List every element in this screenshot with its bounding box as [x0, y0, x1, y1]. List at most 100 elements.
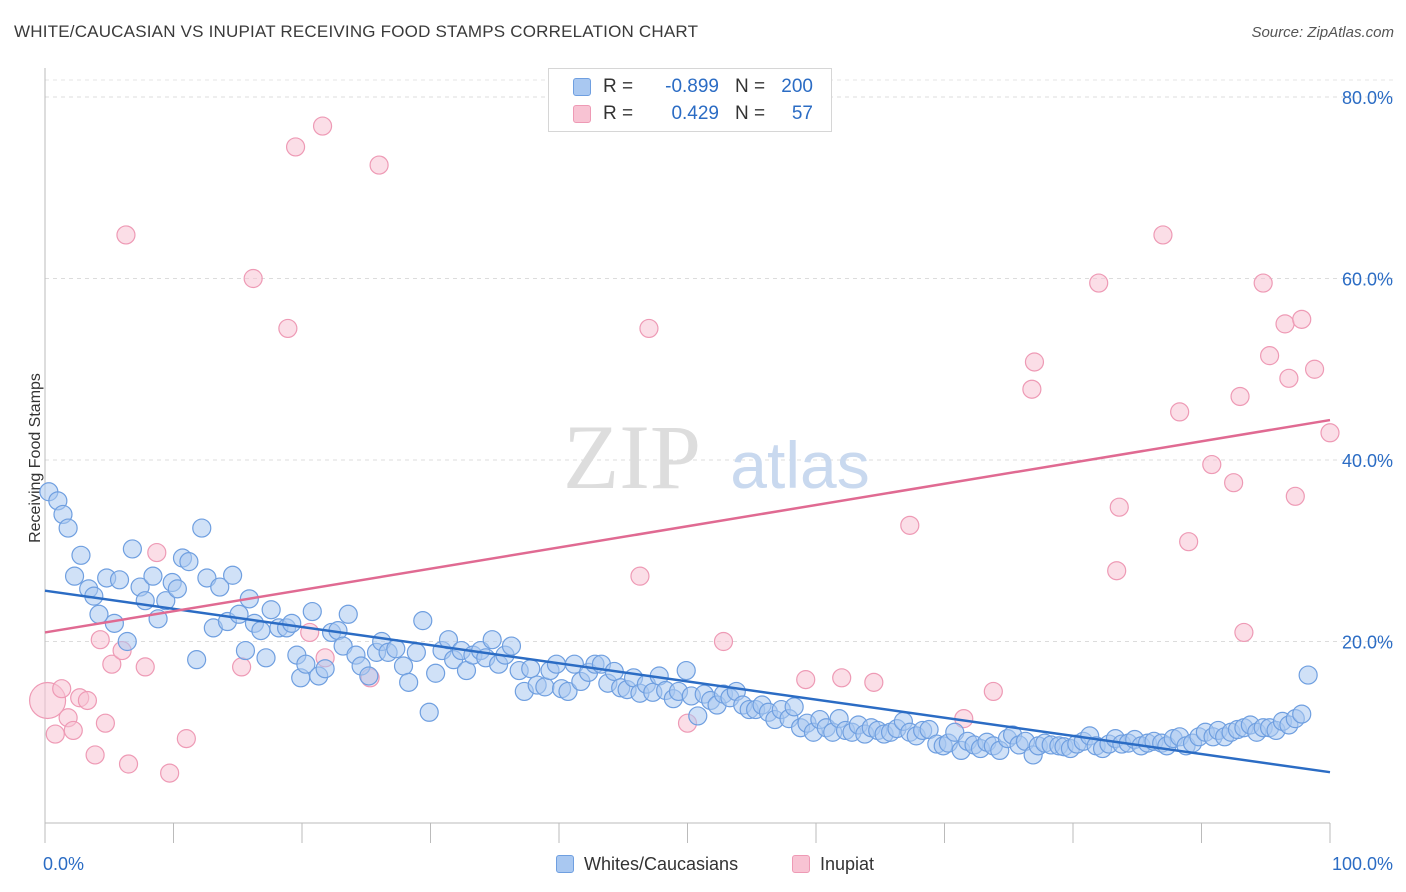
- whites-point: [784, 697, 804, 717]
- gridlines: [45, 79, 1395, 642]
- whites-point: [156, 591, 176, 611]
- inupiat-point: [1279, 368, 1299, 388]
- watermark-zip: ZIP: [563, 406, 701, 508]
- inupiat-point: [1107, 561, 1127, 581]
- whites-swatch: [573, 78, 591, 96]
- inupiat-point: [1260, 346, 1280, 366]
- watermark-atlas: atlas: [730, 428, 869, 502]
- legend-row-inupiat: R = 0.429 N = 57: [573, 102, 813, 126]
- whites-point: [117, 631, 137, 652]
- whites-point: [261, 600, 281, 620]
- inupiat-point: [1253, 273, 1273, 293]
- n-value: 57: [791, 103, 813, 124]
- trend-lines: [44, 418, 1331, 774]
- inupiat-point: [1224, 473, 1244, 493]
- watermark: ZIP atlas: [563, 406, 870, 508]
- n-value: 200: [781, 76, 813, 97]
- whites-point: [386, 639, 406, 659]
- x-tick-label-max: 100.0%: [1332, 854, 1393, 874]
- whites-point: [359, 666, 379, 686]
- inupiat-point: [1179, 532, 1199, 552]
- whites-point: [296, 654, 316, 674]
- whites-point: [393, 656, 414, 676]
- source-credit: Source: ZipAtlas.com: [1251, 24, 1394, 41]
- whites-point: [58, 518, 78, 538]
- inupiat-point: [1170, 402, 1190, 422]
- whites-point: [302, 601, 322, 622]
- inupiat-point: [52, 679, 72, 699]
- inupiat-point: [983, 681, 1003, 702]
- whites-point: [122, 539, 142, 559]
- whites-point: [64, 566, 85, 586]
- inupiat-point: [243, 268, 263, 289]
- inupiat-point: [1292, 309, 1312, 329]
- inupiat-point: [1024, 352, 1045, 372]
- inupiat-point: [160, 763, 180, 783]
- inupiat-point: [278, 318, 298, 339]
- whites-point: [315, 659, 335, 679]
- y-tick-label: 20.0%: [1342, 633, 1393, 653]
- inupiat-trend-line: [44, 418, 1331, 634]
- inupiat-point: [1022, 379, 1042, 399]
- inupiat-point: [1153, 225, 1173, 245]
- whites-point: [688, 706, 708, 726]
- inupiat-point: [1109, 497, 1129, 517]
- inupiat-point: [176, 729, 196, 749]
- whites-point: [1298, 665, 1318, 685]
- legend-row-whites: R = -0.899 N = 200: [573, 75, 813, 99]
- x-tick-label-min: 0.0%: [43, 854, 84, 874]
- whites-trend-line: [44, 589, 1331, 774]
- whites-point: [192, 518, 212, 538]
- inupiat-point: [864, 672, 884, 692]
- inupiat-points: [28, 116, 1340, 783]
- legend-item-whites[interactable]: Whites/Caucasians: [556, 852, 738, 876]
- chart-title: WHITE/CAUCASIAN VS INUPIAT RECEIVING FOO…: [14, 22, 699, 41]
- whites-point: [210, 577, 230, 597]
- whites-point: [104, 613, 124, 633]
- inupiat-point: [147, 542, 167, 563]
- inupiat-point: [1234, 622, 1254, 643]
- whites-point: [282, 613, 302, 633]
- inupiat-point: [102, 654, 122, 674]
- whites-point: [256, 648, 276, 668]
- inupiat-point: [630, 566, 650, 586]
- whites-point: [143, 566, 163, 586]
- inupiat-point: [369, 155, 389, 175]
- whites-point: [338, 604, 358, 624]
- inupiat-point: [832, 668, 852, 688]
- inupiat-point: [85, 745, 105, 765]
- inupiat-point: [312, 116, 333, 136]
- whites-point: [399, 672, 419, 692]
- whites-point: [426, 663, 446, 683]
- inupiat-point: [796, 670, 816, 690]
- y-tick-label: 60.0%: [1342, 270, 1393, 290]
- whites-point: [501, 636, 522, 656]
- whites-point: [109, 570, 130, 590]
- y-tick-label: 40.0%: [1342, 451, 1393, 471]
- whites-point: [413, 611, 433, 631]
- inupiat-point: [1202, 454, 1222, 475]
- inupiat-point: [1320, 423, 1340, 443]
- whites-point: [558, 681, 578, 702]
- whites-point: [1292, 704, 1312, 724]
- inupiat-legend-swatch: [792, 855, 810, 873]
- legend-item-inupiat[interactable]: Inupiat: [792, 852, 874, 876]
- whites-point: [406, 642, 426, 662]
- inupiat-point: [63, 720, 83, 741]
- whites-point: [419, 702, 439, 722]
- whites-legend-label: Whites/Caucasians: [584, 853, 739, 874]
- n-label: N =: [735, 103, 766, 124]
- whites-point: [482, 630, 502, 650]
- r-value: 0.429: [671, 103, 719, 124]
- whites-point: [71, 545, 91, 565]
- whites-legend-swatch: [556, 855, 574, 873]
- n-label: N =: [735, 76, 766, 97]
- inupiat-point: [1285, 486, 1305, 506]
- whites-point: [235, 640, 256, 661]
- r-label: R =: [603, 76, 634, 97]
- inupiat-point: [713, 631, 734, 652]
- axes: [44, 68, 1331, 843]
- inupiat-point: [1304, 359, 1325, 379]
- inupiat-point: [95, 713, 115, 733]
